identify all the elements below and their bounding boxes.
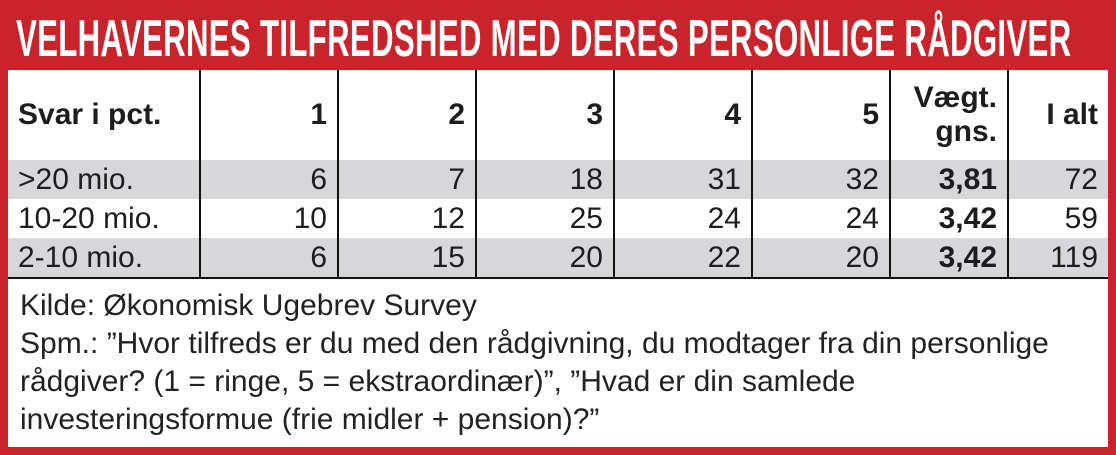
table-cell: 22 xyxy=(613,238,752,278)
source-line: Kilde: Økonomisk Ugebrev Survey xyxy=(20,289,477,322)
table-cell: 20 xyxy=(475,238,614,278)
table-cell: 20 xyxy=(751,238,890,278)
table-row: 10-20 mio. 10 12 25 24 24 3,42 59 xyxy=(8,199,1108,238)
table-cell: 15 xyxy=(337,238,476,278)
row-label: >20 mio. xyxy=(8,160,200,199)
total-cell: 119 xyxy=(1007,238,1108,278)
table-row: >20 mio. 6 7 18 31 32 3,81 72 xyxy=(8,160,1108,199)
weighted-average-cell: 3,42 xyxy=(889,199,1008,238)
row-label: 2-10 mio. xyxy=(8,238,200,278)
table-cell: 32 xyxy=(751,160,890,199)
row-label: 10-20 mio. xyxy=(18,201,160,235)
column-header-1: 1 xyxy=(199,70,338,160)
table-cell: 24 xyxy=(751,199,890,238)
column-header-5: 5 xyxy=(751,70,890,160)
weighted-average-cell: 3,42 xyxy=(889,238,1008,278)
total-cell: 59 xyxy=(1007,199,1108,238)
title-banner: VELHAVERNES TILFREDSHED MED DERES PERSON… xyxy=(8,8,1108,70)
table-cell: 12 xyxy=(337,199,476,238)
weighted-average-cell: 3,81 xyxy=(889,160,1008,199)
column-header-avg: Vægt. gns. xyxy=(889,70,1008,160)
table-cell: 24 xyxy=(613,199,752,238)
column-header-2: 2 xyxy=(337,70,476,160)
column-header-3: 3 xyxy=(475,70,614,160)
total-cell: 72 xyxy=(1007,160,1108,199)
table-cell: 31 xyxy=(613,160,752,199)
table-row: 2-10 mio. 6 15 20 22 20 3,42 119 xyxy=(8,238,1108,278)
table-cell: 6 xyxy=(199,238,338,278)
table-cell: 10 xyxy=(199,199,338,238)
column-header-label: Svar i pct. xyxy=(8,70,200,160)
table-header-row: Svar i pct. 1 2 3 4 5 Vægt. gns. I alt xyxy=(8,70,1108,160)
satisfaction-table: Svar i pct. 1 2 3 4 5 Vægt. gns. I alt >… xyxy=(8,70,1108,279)
page-title: VELHAVERNES TILFREDSHED MED DERES PERSON… xyxy=(16,10,1072,68)
question-line: Spm.: ”Hvor tilfreds er du med den rådgi… xyxy=(20,327,1049,436)
column-header-4: 4 xyxy=(613,70,752,160)
table-cell: 7 xyxy=(337,160,476,199)
column-header-total: I alt xyxy=(1007,70,1108,160)
table-cell: 6 xyxy=(199,160,338,199)
table-cell: 18 xyxy=(475,160,614,199)
table-cell: 25 xyxy=(475,199,614,238)
footnote: Kilde: Økonomisk Ugebrev Survey Spm.: ”H… xyxy=(8,279,1108,439)
